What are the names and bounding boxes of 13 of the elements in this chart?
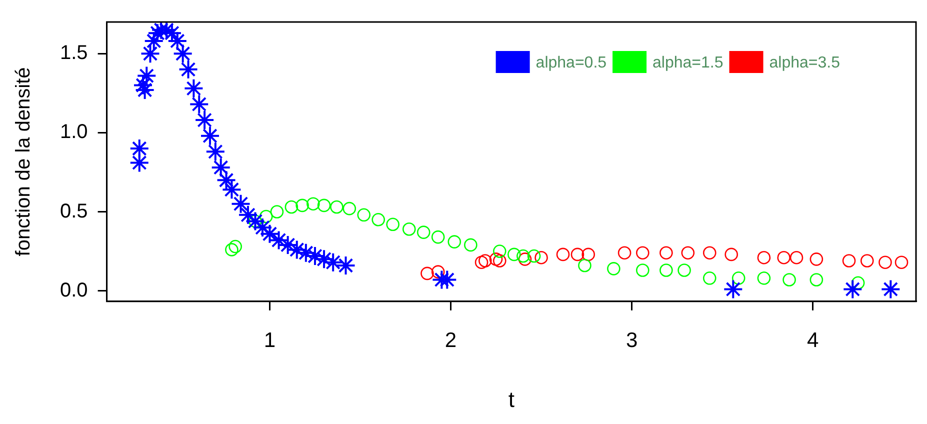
y-tick-label: 0.5 — [60, 200, 88, 222]
x-tick-label: 1 — [264, 328, 276, 352]
legend-label: alpha=3.5 — [769, 54, 840, 72]
y-tick-label: 1.0 — [60, 121, 88, 144]
y-tick-label: 1.5 — [60, 42, 88, 64]
legend-label: alpha=1.5 — [652, 54, 724, 72]
y-tick-label: 0.0 — [60, 279, 88, 302]
x-tick-label: 3 — [626, 328, 638, 352]
x-axis-title: t — [508, 386, 514, 412]
y-axis-title: fonction de la densité — [12, 67, 35, 256]
legend-label: alpha=0.5 — [536, 54, 607, 72]
x-tick-label: 2 — [444, 328, 457, 352]
x-tick-label: 4 — [806, 328, 819, 352]
